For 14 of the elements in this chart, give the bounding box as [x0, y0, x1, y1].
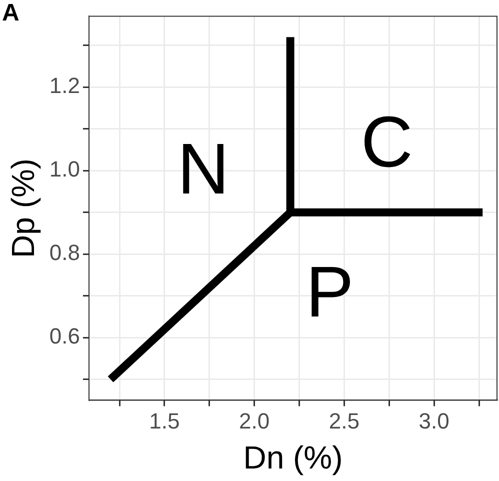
x-axis-title: Dn (%) — [243, 440, 343, 476]
y-tick-label: 1.0 — [49, 156, 80, 182]
text: A — [2, 0, 20, 27]
x-tick-label: 3.0 — [418, 408, 450, 434]
x-tick-label: 2.0 — [239, 408, 270, 434]
y-tick-label: 0.6 — [49, 324, 80, 349]
y-axis-title: Dp (%) — [5, 158, 42, 258]
annotation: C — [360, 102, 413, 183]
y-tick-label: 1.2 — [49, 73, 80, 98]
annotation: N — [177, 130, 230, 210]
y-tick-label: 0.8 — [49, 240, 80, 266]
x-tick-label: 1.5 — [149, 408, 180, 434]
annotation: P — [306, 252, 354, 332]
x-tick-label: 2.5 — [328, 408, 360, 434]
